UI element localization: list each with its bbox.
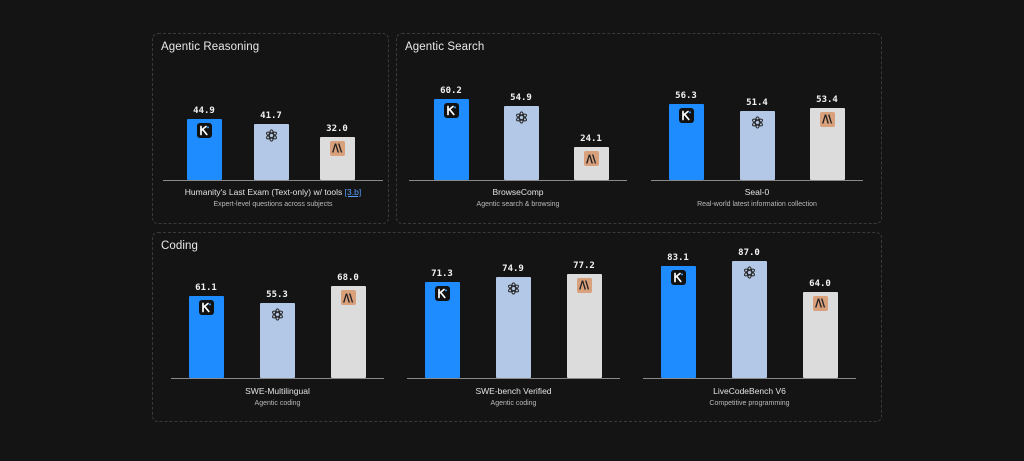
chart-title: Seal-0 <box>607 187 907 197</box>
openai-icon <box>264 128 279 143</box>
panel-title: Agentic Search <box>405 41 485 53</box>
chart-title: SWE-Multilingual <box>128 386 428 396</box>
openai-icon <box>742 265 757 280</box>
bar-value-label: 68.0 <box>337 273 359 284</box>
chart-subtitle: Agentic coding <box>490 400 537 407</box>
openai-icon <box>750 115 765 130</box>
kimi-icon <box>678 107 694 123</box>
chart-title-text: BrowseComp <box>492 187 544 197</box>
bar-value-label: 51.4 <box>746 97 768 108</box>
panel-coding: Coding <box>152 232 882 422</box>
chart-title: LiveCodeBench V6 <box>600 386 900 396</box>
openai-icon <box>514 110 529 125</box>
bar-value-label: 74.9 <box>502 263 524 274</box>
bar-value-label: 53.4 <box>816 94 838 105</box>
chart-title-text: SWE-bench Verified <box>475 386 552 396</box>
bar-value-label: 24.1 <box>580 134 602 145</box>
bar-value-label: 61.1 <box>195 282 217 293</box>
anthropic-icon <box>576 277 592 293</box>
bar-openai <box>731 260 767 378</box>
chart-title-text: Humanity's Last Exam (Text-only) w/ tool… <box>184 187 343 197</box>
panel-title: Coding <box>161 240 199 252</box>
openai-icon <box>506 281 521 296</box>
bar-value-label: 32.0 <box>326 123 348 134</box>
chart-title: Humanity's Last Exam (Text-only) w/ tool… <box>123 187 423 197</box>
kimi-icon <box>198 299 214 315</box>
bar-value-label: 71.3 <box>431 268 453 279</box>
kimi-icon <box>443 102 459 118</box>
anthropic-icon <box>583 151 599 167</box>
kimi-icon <box>434 285 450 301</box>
chart-baseline <box>409 180 627 181</box>
chart-title: BrowseComp <box>368 187 668 197</box>
bar-value-label: 56.3 <box>675 90 697 101</box>
panel-title: Agentic Reasoning <box>161 41 260 53</box>
reference-link[interactable]: [3.b] <box>344 187 362 197</box>
bar-value-label: 41.7 <box>260 110 282 121</box>
anthropic-icon <box>340 290 356 306</box>
panel-agentic-search: Agentic Search <box>396 33 882 224</box>
chart-baseline <box>651 180 863 181</box>
anthropic-icon <box>819 111 835 127</box>
chart-title-text: LiveCodeBench V6 <box>713 386 786 396</box>
chart-subtitle: Agentic coding <box>254 400 301 407</box>
chart-subtitle: Expert-level questions across subjects <box>213 201 333 208</box>
bar-value-label: 77.2 <box>573 260 595 271</box>
anthropic-icon <box>329 140 345 156</box>
chart-title-text: SWE-Multilingual <box>245 386 310 396</box>
anthropic-icon <box>812 295 828 311</box>
bar-value-label: 83.1 <box>667 252 689 263</box>
chart-baseline <box>643 378 856 379</box>
bar-value-label: 60.2 <box>440 85 462 96</box>
panel-agentic-reasoning: Agentic Reasoning <box>152 33 389 224</box>
chart-title: SWE-bench Verified <box>364 386 664 396</box>
chart-title-text: Seal-0 <box>744 187 770 197</box>
chart-baseline <box>171 378 384 379</box>
bar-openai <box>739 110 775 180</box>
chart-subtitle: Agentic search & browsing <box>476 201 560 208</box>
bar-value-label: 55.3 <box>266 290 288 301</box>
bar-openai <box>503 105 539 180</box>
bar-value-label: 54.9 <box>510 92 532 103</box>
kimi-icon <box>196 123 212 139</box>
bar-value-label: 87.0 <box>738 247 760 258</box>
openai-icon <box>270 307 285 322</box>
chart-subtitle: Competitive programming <box>709 400 790 407</box>
bar-value-label: 44.9 <box>193 106 215 117</box>
chart-baseline <box>163 180 383 181</box>
bar-value-label: 64.0 <box>809 278 831 289</box>
kimi-icon <box>670 269 686 285</box>
bar-openai <box>259 303 295 378</box>
chart-subtitle: Real-world latest information collection <box>697 201 817 208</box>
chart-baseline <box>407 378 620 379</box>
